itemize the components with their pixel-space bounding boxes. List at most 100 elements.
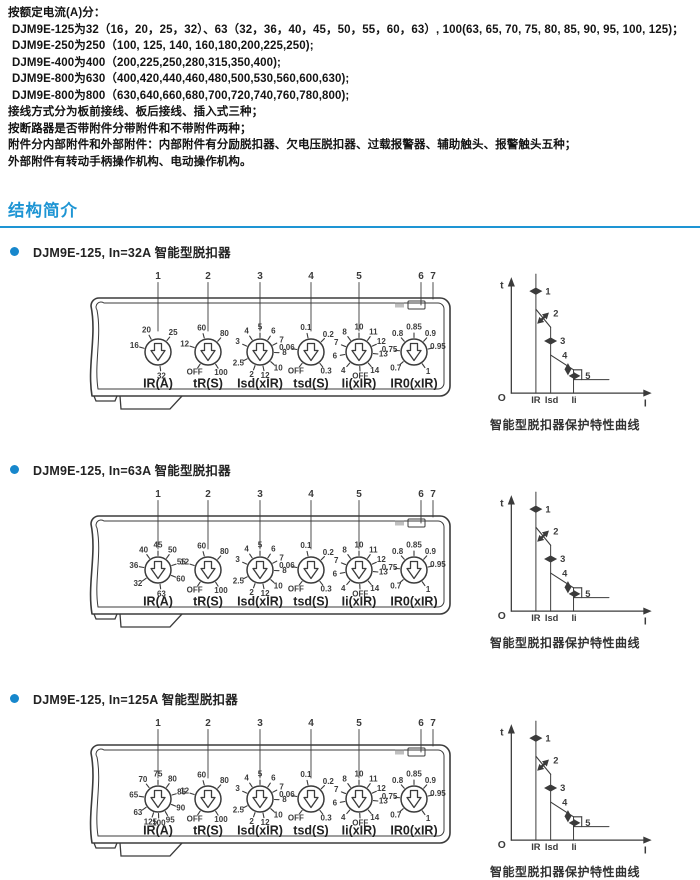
curve-block: t O I 1 2 3 4 5 IR Isd Ii 智能型脱扣器保护特性曲线 [490,488,690,651]
curve-root: t O I 1 2 3 4 5 IR Isd Ii [498,720,652,856]
adjust-range-arrow: 1 [529,733,551,743]
dial-value: 13 [379,568,388,577]
adjust-range-arrow: 5 [568,818,590,828]
dial-value: 8 [282,566,287,575]
dial-value: 0.8 [392,776,404,785]
dial-tick [298,809,303,815]
dial-value: 0.75 [382,563,398,572]
dial-tick [242,576,248,580]
callout-number: 6 [418,271,424,282]
dial-tick [400,784,405,789]
dial-tick [423,555,428,560]
row-title-text: DJM9E-125, In=63A 智能型脱扣器 [33,464,231,478]
dial-function-label: tsd(S) [293,377,328,391]
panel-inner-border [95,301,445,390]
curve-marker-number: 3 [560,783,565,793]
dial-value: 60 [197,323,206,332]
protection-curve-diagram: t O I 1 2 3 4 5 IR Isd Ii [498,273,652,409]
dial-value: 0.75 [382,345,398,354]
dial-value: 0.1 [300,323,312,332]
dial-value: 13 [379,350,388,359]
dial-tick [339,800,346,803]
dial-tick [399,579,404,584]
dial-function-label: tsd(S) [293,595,328,609]
dial-arrow-indicator [303,560,319,580]
dial-value: 6 [333,569,338,578]
dial-tick [138,795,145,798]
dial-value: 6 [271,327,276,336]
dial-value: 3 [235,337,240,346]
dial-value: OFF [187,586,203,595]
dial-value: 2.5 [233,359,245,368]
dial-tick [202,780,205,786]
curve-marker-number: 1 [545,286,550,296]
x-label-ir: IR [531,842,541,852]
callout-2: 2 [205,489,211,550]
dial-value: 2 [249,588,254,597]
panel-corner-marking [395,302,404,308]
origin-label: O [498,393,506,404]
curve-marker-number: 1 [545,733,550,743]
callout-number: 5 [356,489,362,500]
dial-tick [170,574,177,578]
dial-value: 12 [377,784,386,793]
t-axis-arrow [507,495,515,505]
dial-value: 100 [214,586,228,595]
x-label-ii: Ii [571,613,576,623]
dial-value: OFF [187,815,203,824]
dial-tick [148,334,152,340]
callout-3: 3 [257,718,263,779]
protection-curve-diagram: t O I 1 2 3 4 5 IR Isd Ii [498,720,652,856]
curve-marker-number: 5 [585,589,590,599]
dial-tick [272,342,278,346]
t-axis-arrow [507,724,515,734]
dial-value: 3 [235,555,240,564]
dial-tick [171,563,177,567]
dial-tick [165,554,170,559]
origin-label: O [498,840,506,851]
callout-number: 2 [205,489,211,500]
adjust-range-arrow: 1 [529,286,551,296]
dial-value: 2 [249,817,254,826]
dial-tick [138,566,145,569]
callout-7: 7 [430,718,436,747]
adjust-range-arrow: 5 [568,589,590,599]
dial-value: 14 [370,366,379,375]
callout-number: 4 [308,271,314,282]
dial-value: 80 [220,776,229,785]
adjust-range-arrow: 4 [562,798,572,823]
dial-value: 0.9 [425,547,437,556]
dial-tick [249,553,253,559]
dial-tick [202,551,205,557]
dial-tick [340,791,347,795]
dial-tick [339,571,346,574]
dial-value: 5 [258,323,263,332]
dial-tick [146,554,151,559]
dial-tick [371,343,377,347]
dial-tick [319,580,324,586]
x-label-isd: Isd [545,395,559,405]
dial-value: 0.7 [390,582,402,591]
callout-6: 6 [418,271,424,306]
callout-4: 4 [308,489,314,550]
dial-value: 4 [244,774,249,783]
dial-tick [272,560,278,564]
dial-value: 7 [334,785,339,794]
dial-value: 7 [279,783,284,792]
dial-value: 0.85 [406,541,422,550]
dial-function-label: IR(A) [143,377,173,391]
dial-tick [423,784,428,789]
dial-value: 0.8 [392,547,404,556]
dial-value: 11 [369,327,378,336]
dial-value: 4 [244,327,249,336]
dial-tick [197,810,201,816]
dial-tick [267,335,271,341]
dial-function-label: Ii(xIR) [342,824,377,838]
dial-arrow-indicator [150,560,166,580]
x-label-ii: Ii [571,395,576,405]
callout-number: 6 [418,718,424,729]
callout-number: 7 [430,718,436,729]
dial-tick [197,581,201,587]
